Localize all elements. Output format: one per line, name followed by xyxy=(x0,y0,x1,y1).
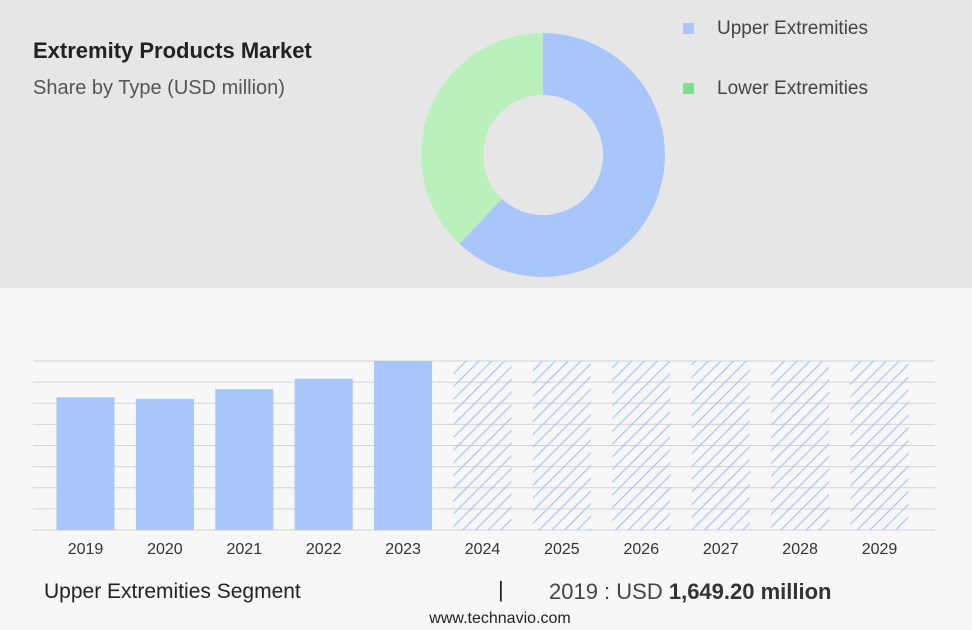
legend-label-lower: Lower Extremities xyxy=(717,78,868,99)
bar-2021 xyxy=(215,389,274,530)
chart-title: Extremity Products Market xyxy=(33,38,312,63)
bar-chart: 2019 2020 2021 2022 2023 2024 2025 2026 2027 2028… xyxy=(33,360,935,558)
x-tick-label-2029: 2029 xyxy=(862,541,898,558)
x-tick-label-2023: 2023 xyxy=(385,541,421,558)
segment-value: 2019 : USD 1,649.20 million xyxy=(549,579,831,605)
x-tick-label-2022: 2022 xyxy=(306,541,342,558)
x-tick-label-2021: 2021 xyxy=(227,541,263,558)
x-tick-label-2020: 2020 xyxy=(147,541,183,558)
segment-year: 2019 : USD xyxy=(549,579,669,604)
forecast-bar-2029 xyxy=(850,361,909,530)
segment-amount: 1,649.20 million xyxy=(668,579,832,604)
forecast-bar-2026 xyxy=(612,361,671,530)
bar-2022 xyxy=(294,378,353,530)
forecast-bar-2027 xyxy=(691,361,750,530)
bar-2020 xyxy=(135,398,194,530)
footer-separator: | xyxy=(498,577,504,602)
legend-swatch-lower xyxy=(683,83,694,94)
bars xyxy=(56,361,909,530)
bar-2019 xyxy=(56,397,115,530)
bar-2023 xyxy=(374,361,433,530)
forecast-bar-2025 xyxy=(532,361,591,530)
forecast-bar-2028 xyxy=(771,361,830,530)
chart-subtitle: Share by Type (USD million) xyxy=(33,77,285,99)
x-tick-label-2028: 2028 xyxy=(782,541,818,558)
legend-label-upper: Upper Extremities xyxy=(717,18,868,39)
x-axis-ticks: 2019 2020 2021 2022 2023 2024 2025 2026 2027 2028… xyxy=(68,541,898,558)
x-tick-label-2019: 2019 xyxy=(68,541,104,558)
donut-slice-upper-extremities xyxy=(459,33,665,277)
x-tick-label-2027: 2027 xyxy=(703,541,739,558)
source-url: www.technavio.com xyxy=(429,610,571,627)
segment-label: Upper Extremities Segment xyxy=(44,580,301,603)
x-tick-label-2024: 2024 xyxy=(465,541,501,558)
x-tick-label-2025: 2025 xyxy=(544,541,580,558)
donut-chart xyxy=(421,33,665,277)
forecast-bar-2024 xyxy=(453,361,512,530)
x-tick-label-2026: 2026 xyxy=(624,541,660,558)
legend-swatch-upper xyxy=(683,23,694,34)
donut-slice-lower-extremities xyxy=(421,33,543,244)
